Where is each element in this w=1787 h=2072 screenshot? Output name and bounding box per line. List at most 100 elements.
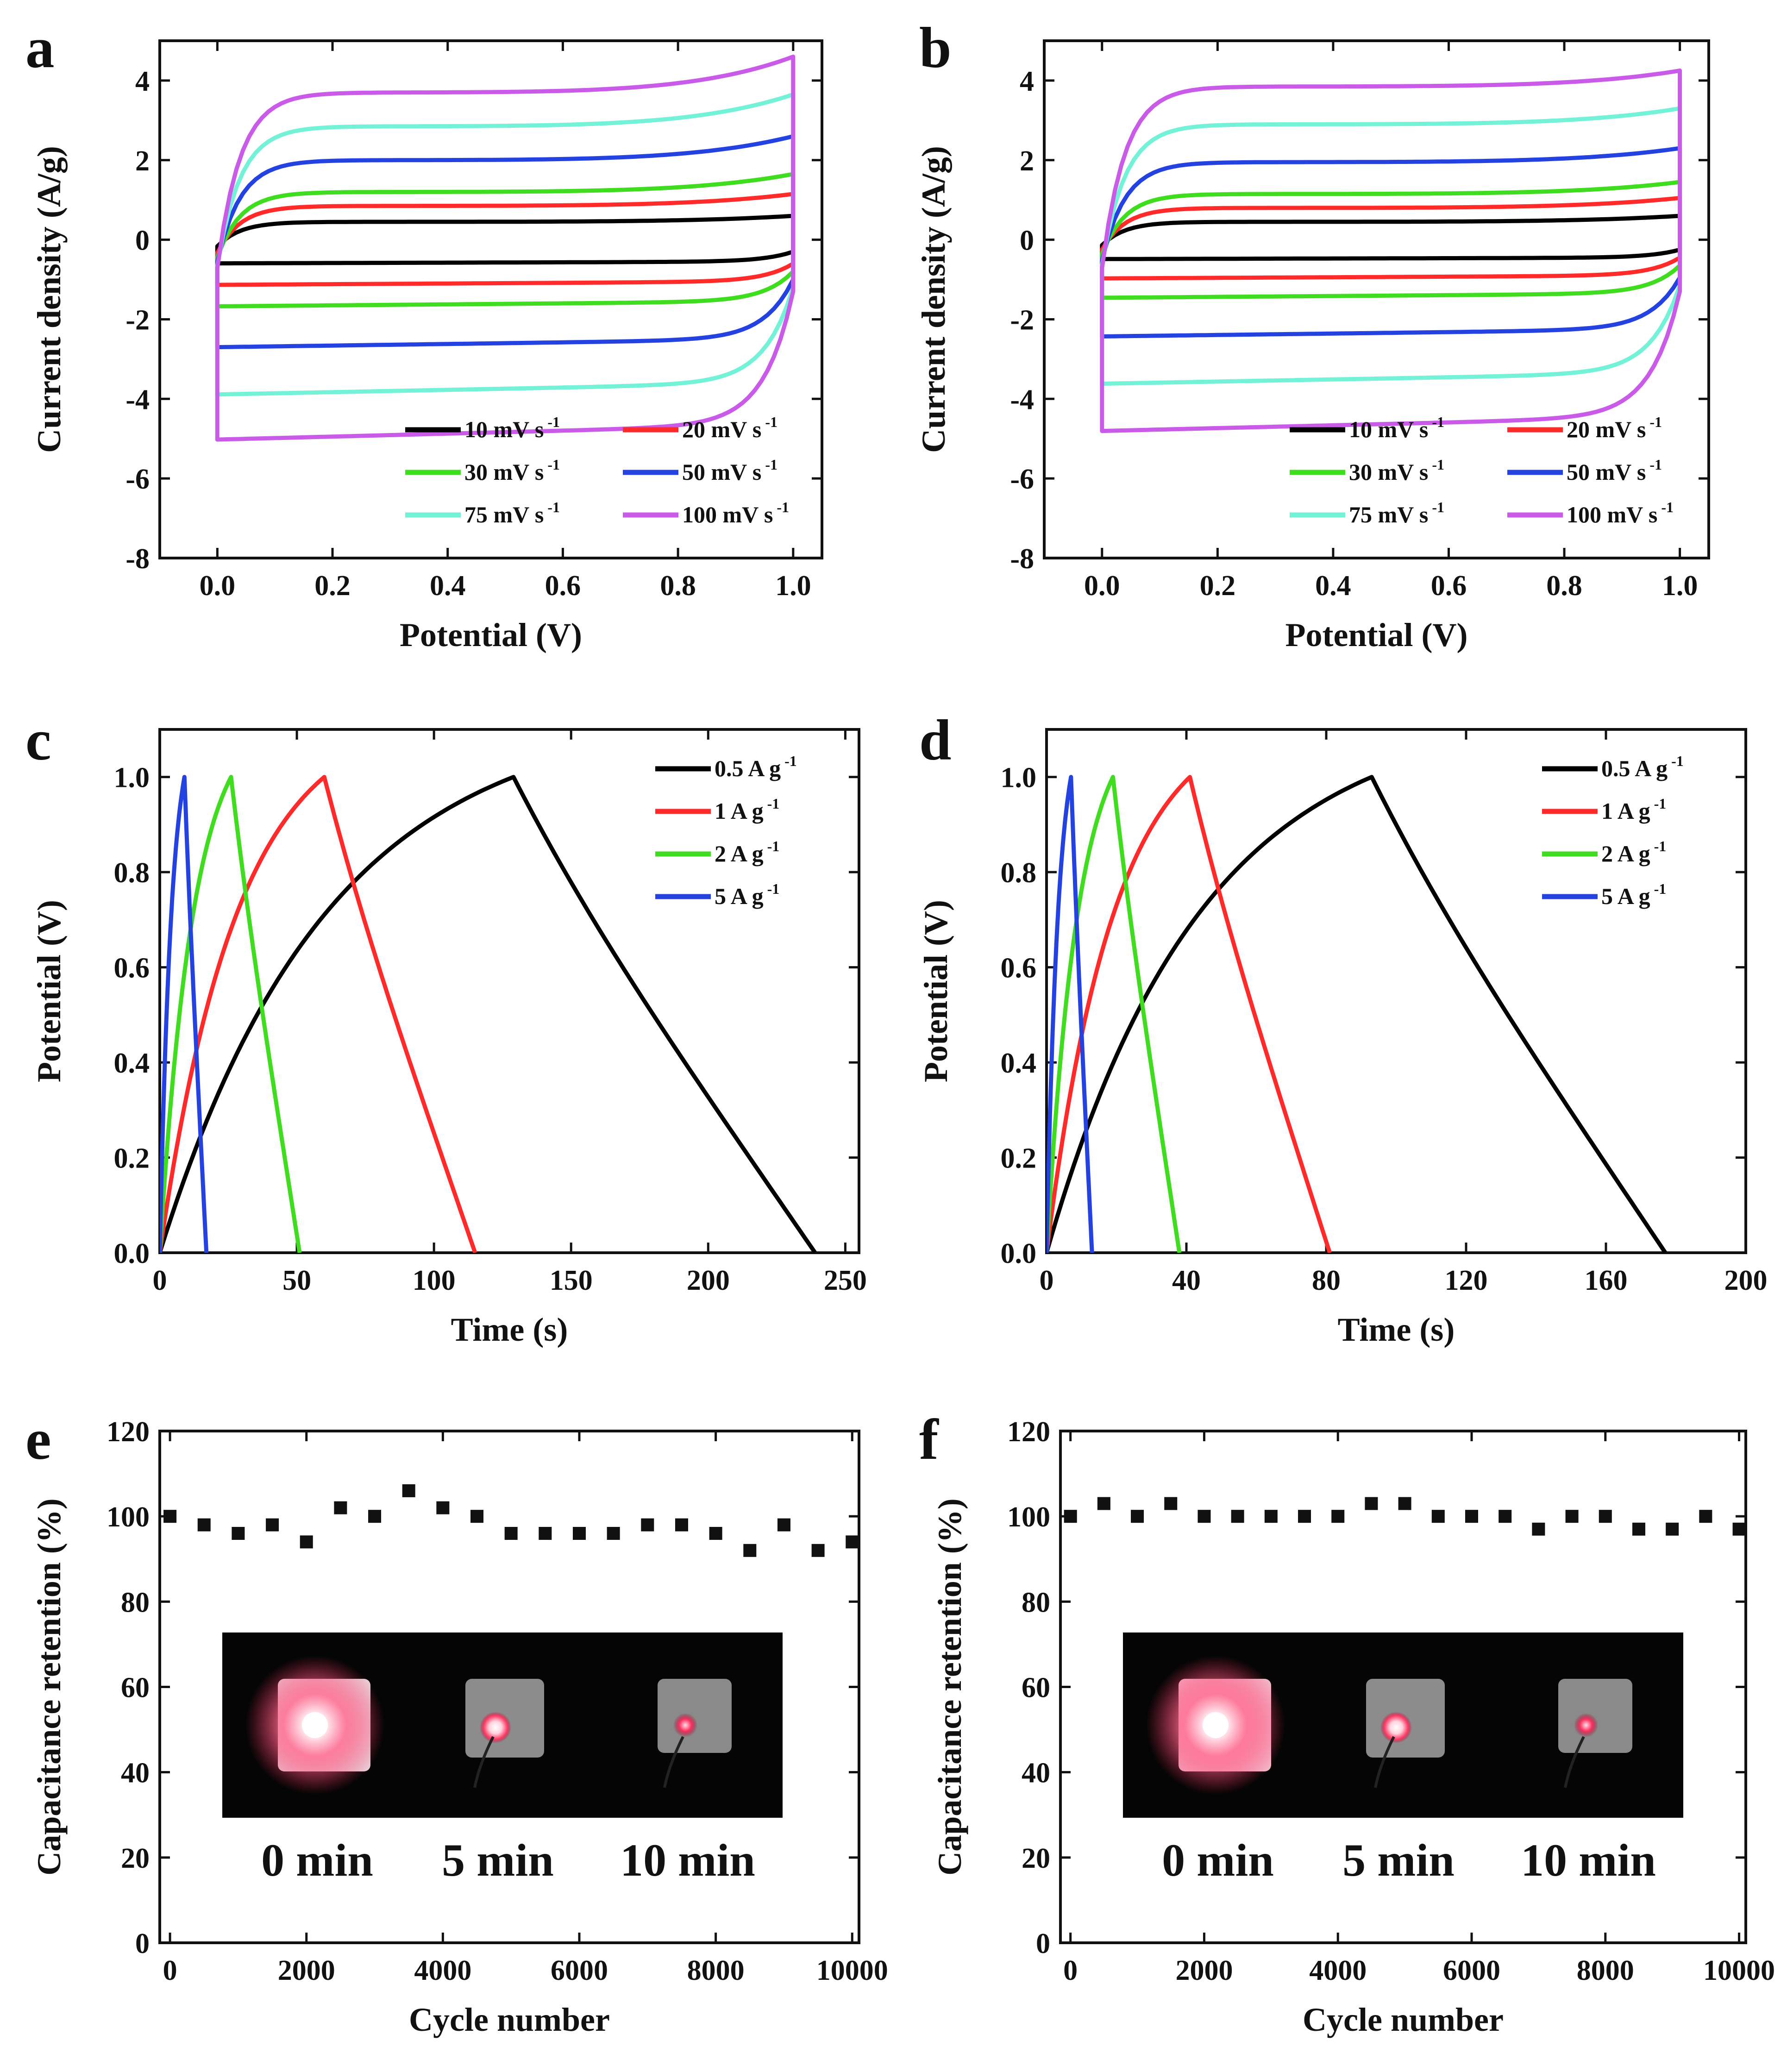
x-axis-title: Time (s) — [1338, 1311, 1455, 1348]
x-tick-label: 0.6 — [545, 570, 581, 602]
inset-photo — [222, 1632, 783, 1818]
y-tick-label: 0.6 — [114, 953, 150, 984]
legend-label: 1 A g -1 — [715, 795, 779, 824]
x-tick-label: 0 — [1040, 1265, 1054, 1296]
y-axis-title: Current density (A/g) — [915, 146, 952, 453]
y-tick-label: 0.4 — [1001, 1048, 1037, 1079]
panel-letter: f — [919, 1408, 939, 1472]
legend-label: 0.5 A g -1 — [715, 753, 797, 781]
data-point — [1131, 1510, 1144, 1523]
x-tick-label: 200 — [1724, 1265, 1768, 1296]
data-point — [1632, 1522, 1645, 1536]
y-tick-label: 60 — [1022, 1672, 1050, 1704]
y-tick-label: 120 — [1007, 1416, 1050, 1448]
x-tick-label: 200 — [687, 1265, 730, 1296]
y-tick-label: -2 — [1010, 304, 1034, 336]
inset-label: 10 min — [1521, 1834, 1656, 1886]
device-square — [1558, 1679, 1632, 1753]
data-point — [232, 1527, 245, 1540]
panel-e: e 0 2000 4000 6000 8000 10000 0 20 40 60 80 100 120 Cy… — [25, 1408, 888, 2038]
x-tick-label: 0 — [163, 1955, 177, 1986]
y-tick-label: 0.4 — [114, 1048, 150, 1079]
cv-curve-5 — [215, 54, 796, 442]
plot-frame — [1045, 728, 1747, 1254]
data-point — [402, 1484, 415, 1497]
y-tick-label: 0.0 — [114, 1238, 150, 1269]
y-tick-label: -2 — [125, 304, 150, 336]
panel-letter: d — [919, 709, 952, 772]
legend-label: 20 mV s -1 — [682, 414, 778, 442]
x-tick-label: 0.4 — [1315, 570, 1351, 602]
x-tick-label: 1.0 — [1662, 570, 1698, 602]
x-tick-label: 8000 — [1577, 1955, 1634, 1986]
data-point — [1198, 1510, 1211, 1523]
x-tick-label: 8000 — [687, 1955, 745, 1986]
data-point — [266, 1518, 279, 1532]
inset-photo — [1123, 1632, 1683, 1818]
inset-label: 5 min — [1342, 1834, 1455, 1886]
data-point — [1699, 1510, 1712, 1523]
data-point — [1532, 1522, 1545, 1536]
led-dim — [1574, 1713, 1598, 1737]
y-tick-label: 20 — [1022, 1843, 1050, 1874]
y-tick-label: 40 — [121, 1758, 150, 1789]
y-tick-label: -6 — [125, 464, 150, 495]
plot-area — [160, 775, 817, 1253]
panel-a: a 0.0 0.2 0.4 0.6 0.8 1.0 -8 -6 -4 -2 0 2 4 Potential … — [25, 16, 823, 653]
data-point — [1365, 1497, 1378, 1510]
x-tick-label: 80 — [1312, 1265, 1341, 1296]
data-point — [675, 1518, 688, 1532]
legend-label: 5 A g -1 — [1601, 880, 1666, 909]
gcd-curve-0 — [1047, 775, 1668, 1253]
data-point — [1164, 1497, 1178, 1510]
y-tick-label: 0.0 — [1001, 1238, 1037, 1269]
data-point — [539, 1527, 552, 1540]
gcd-curve-2 — [1047, 775, 1182, 1253]
data-point — [1666, 1522, 1679, 1536]
y-tick-label: -4 — [1010, 384, 1034, 415]
y-tick-label: 120 — [107, 1416, 150, 1448]
wire — [663, 1736, 684, 1788]
plot-frame — [158, 728, 860, 1254]
x-axis-title: Cycle number — [1303, 2001, 1504, 2038]
gcd-curve-3 — [160, 775, 209, 1253]
y-tick-label: 0.2 — [114, 1143, 150, 1174]
legend-label: 75 mV s -1 — [1349, 499, 1444, 527]
led-bright — [1203, 1712, 1229, 1738]
data-point — [709, 1527, 722, 1540]
led-bright — [302, 1712, 328, 1738]
panel-letter: b — [919, 16, 952, 80]
legend-label: 0.5 A g -1 — [1601, 753, 1684, 781]
y-tick-label: 1.0 — [114, 762, 150, 794]
data-point — [1599, 1510, 1612, 1523]
data-point — [334, 1501, 347, 1514]
cv-curve-3 — [215, 134, 796, 350]
y-tick-label: 0 — [1020, 225, 1034, 257]
x-tick-label: 1.0 — [775, 570, 811, 602]
data-point — [1064, 1510, 1077, 1523]
data-point — [1331, 1510, 1345, 1523]
y-tick-label: 0 — [1036, 1928, 1050, 1959]
x-tick-label: 4000 — [1309, 1955, 1367, 1986]
y-tick-label: 0.2 — [1001, 1143, 1037, 1174]
inset-label: 10 min — [620, 1834, 755, 1886]
x-tick-label: 2000 — [278, 1955, 335, 1986]
data-point — [300, 1535, 313, 1549]
y-tick-label: 0.6 — [1001, 953, 1037, 984]
cv-curve-3 — [1100, 146, 1682, 339]
y-tick-label: 0 — [135, 225, 150, 257]
data-point — [1398, 1497, 1411, 1510]
legend-label: 100 mV s -1 — [1567, 499, 1674, 527]
data-point — [197, 1518, 211, 1532]
y-axis-title: Capacitance retention (%) — [31, 1498, 68, 1876]
y-tick-label: 4 — [135, 66, 150, 97]
y-tick-label: 100 — [107, 1501, 150, 1533]
data-point — [470, 1510, 484, 1523]
y-tick-label: 4 — [1020, 66, 1034, 97]
cv-curve-4 — [1100, 106, 1682, 386]
x-tick-label: 2000 — [1175, 1955, 1233, 1986]
x-axis-title: Potential (V) — [1285, 616, 1468, 653]
plot-frame — [158, 39, 823, 559]
panel-f: f 0 2000 4000 6000 8000 10000 0 20 40 60 80 100 120 Cy… — [919, 1408, 1775, 2038]
x-tick-label: 50 — [282, 1265, 311, 1296]
